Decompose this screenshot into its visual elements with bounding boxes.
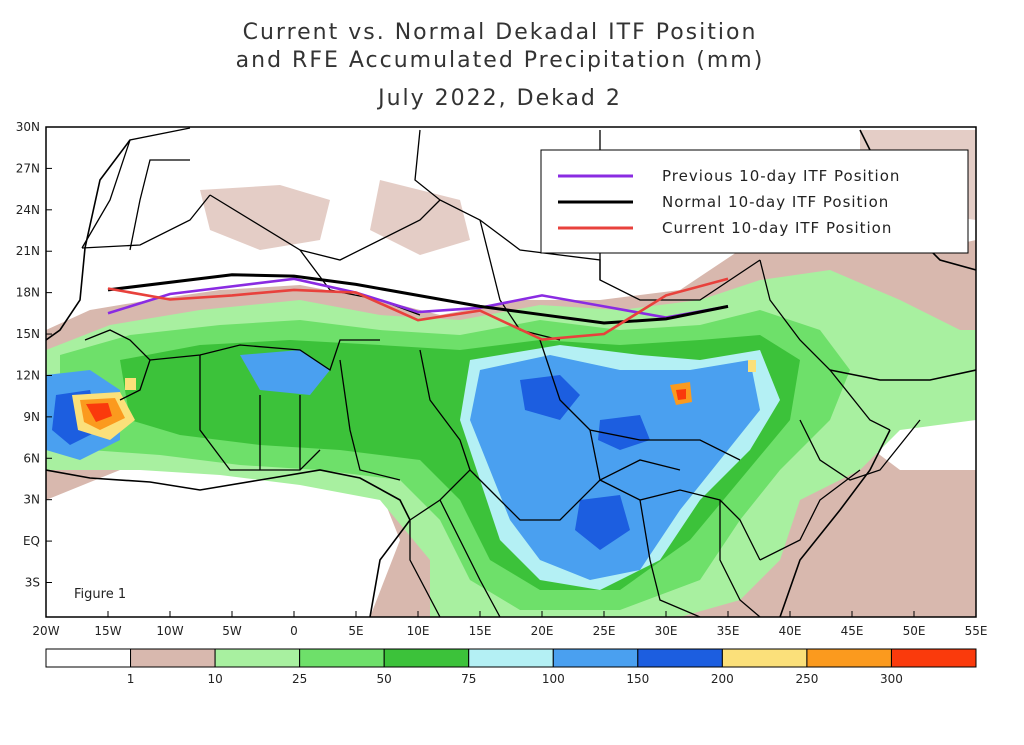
- lat-tick-label: 9N: [23, 410, 40, 424]
- colorbar-swatch: [383, 648, 470, 668]
- legend-current-label: Current 10-day ITF Position: [662, 219, 892, 237]
- lon-tick-label: 5W: [222, 624, 242, 638]
- normal-itf-line: [107, 273, 729, 325]
- colorbar-swatch: [721, 648, 808, 668]
- colorbar-tick-label: 200: [711, 672, 734, 686]
- colorbar-swatch: [806, 648, 892, 668]
- colorbar-tick-label: 100: [542, 672, 565, 686]
- colorbar-tick-label: 1: [127, 672, 135, 686]
- colorbar-swatch: [299, 648, 385, 668]
- map-title-line-2: and RFE Accumulated Precipitation (mm): [235, 48, 765, 73]
- lon-tick-label: 15W: [94, 624, 121, 638]
- legend-normal-label: Normal 10-day ITF Position: [662, 193, 889, 211]
- colorbar-swatch: [552, 648, 639, 668]
- lat-tick-label: 12N: [16, 368, 40, 382]
- longitude-axis: 20W 15W 10W 5W 0 5E 10E 15E 20E 25E 30E 35E 40E 45E 50…: [32, 611, 987, 638]
- lat-tick-label: 30N: [16, 120, 40, 134]
- colorbar-swatch: [130, 648, 216, 668]
- map-frame: [45, 126, 977, 618]
- previous-itf-line: [107, 277, 729, 319]
- lat-tick-label: 27N: [16, 161, 40, 175]
- lon-tick-label: 55E: [965, 624, 988, 638]
- lon-tick-label: 35E: [717, 624, 740, 638]
- line-legend: Previous 10-day ITF Position Normal 10-d…: [540, 149, 969, 254]
- latitude-axis: 30N 27N 24N 21N 18N 15N 12N 9N 6N 3N EQ 3S: [16, 120, 52, 589]
- colorbar-tick-label: 300: [880, 672, 903, 686]
- lat-tick-label: 6N: [23, 451, 40, 465]
- lon-tick-label: 20W: [32, 624, 59, 638]
- colorbar-swatch: [468, 648, 554, 668]
- colorbar-swatch: [45, 648, 132, 668]
- lon-tick-label: 10E: [407, 624, 430, 638]
- lat-tick-label: 3N: [23, 493, 40, 507]
- colorbar-swatch: [637, 648, 723, 668]
- lat-tick-label: 21N: [16, 244, 40, 258]
- legend-previous-label: Previous 10-day ITF Position: [662, 167, 900, 185]
- colorbar-tick-label: 75: [461, 672, 476, 686]
- colorbar-tick-label: 50: [377, 672, 392, 686]
- colorbar-tick-label: 150: [626, 672, 649, 686]
- itf-lines: [107, 273, 729, 341]
- lon-tick-label: 30E: [655, 624, 678, 638]
- lon-tick-label: 0: [290, 624, 298, 638]
- colorbar-swatch: [890, 648, 977, 668]
- map-title-line-1: Current vs. Normal Dekadal ITF Position: [242, 20, 758, 45]
- lon-tick-label: 10W: [156, 624, 183, 638]
- lat-tick-label: 24N: [16, 203, 40, 217]
- lon-tick-label: 15E: [469, 624, 492, 638]
- precipitation-colorbar: 1 10 25 50 75 100 150 200 250 300: [45, 648, 977, 686]
- lon-tick-label: 45E: [841, 624, 864, 638]
- figure-label: Figure 1: [74, 587, 126, 602]
- map-title-date: July 2022, Dekad 2: [378, 86, 622, 111]
- lat-tick-label: 3S: [25, 575, 40, 589]
- lon-tick-label: 50E: [903, 624, 926, 638]
- colorbar-tick-label: 25: [292, 672, 307, 686]
- current-itf-line: [107, 277, 729, 341]
- lon-tick-label: 20E: [531, 624, 554, 638]
- lat-tick-label: 18N: [16, 286, 40, 300]
- lat-tick-label: 15N: [16, 327, 40, 341]
- lon-tick-label: 25E: [593, 624, 616, 638]
- lon-tick-label: 40E: [779, 624, 802, 638]
- colorbar-tick-label: 10: [207, 672, 222, 686]
- lon-tick-label: 5E: [348, 624, 363, 638]
- country-borders: [81, 127, 921, 617]
- lat-tick-label: EQ: [23, 534, 40, 548]
- colorbar-tick-label: 250: [795, 672, 818, 686]
- colorbar-swatch: [214, 648, 301, 668]
